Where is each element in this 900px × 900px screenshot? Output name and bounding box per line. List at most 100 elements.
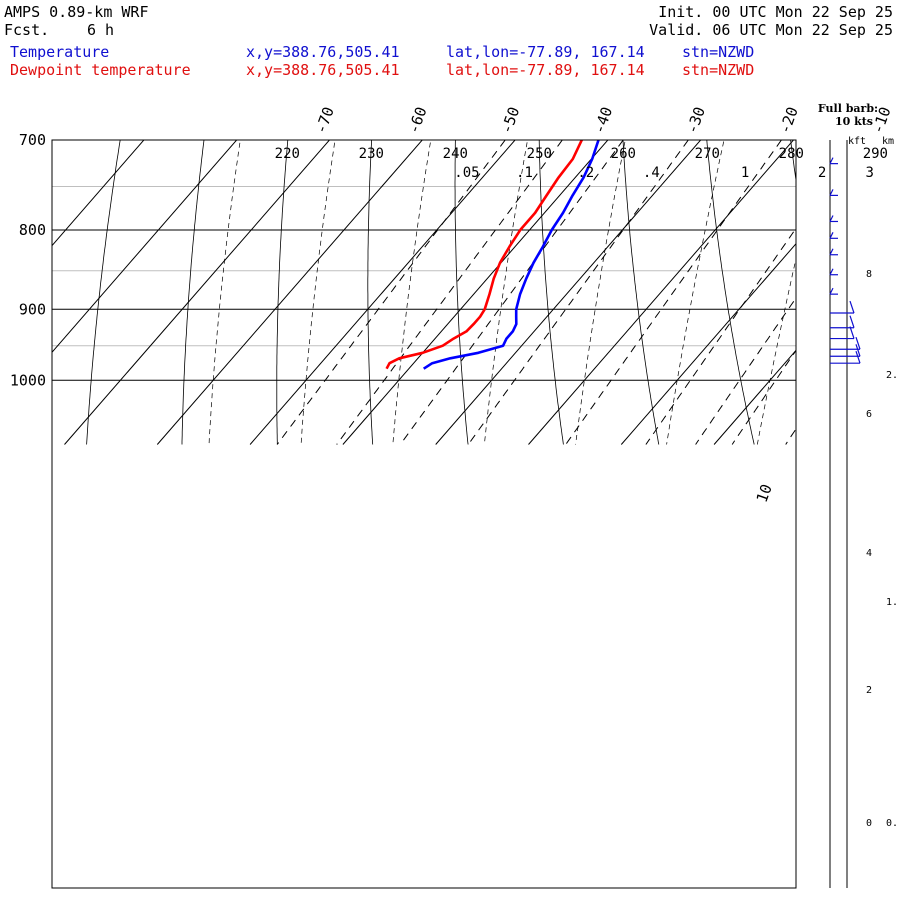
minor-pressure-lines (52, 185, 796, 347)
dry-adiabat-label: 260 (611, 146, 636, 162)
pressure-label: 900 (19, 300, 46, 318)
pressure-label: 800 (19, 221, 46, 239)
mixing-ratio-line (399, 140, 624, 445)
mixing-ratio-line (467, 140, 689, 445)
mixing-ratio-label: .1 (516, 165, 533, 181)
wind-barb-flag (829, 287, 834, 295)
mixing-ratio-line (785, 428, 796, 445)
wind-barb (829, 248, 838, 256)
temperature-tick-label: -70 (312, 104, 338, 136)
wind-barb (829, 268, 838, 276)
wind-barb-flag (855, 344, 861, 357)
wind-barb (829, 189, 838, 196)
dry-adiabat-line (367, 140, 374, 445)
wind-barb (829, 215, 838, 223)
mixing-ratio-label: 2 (818, 165, 826, 181)
dry-adiabat-line (276, 140, 289, 445)
temperature-tick-label: -40 (590, 104, 616, 136)
dry-adiabat-label: 290 (863, 146, 888, 162)
kft-label: 0 (866, 818, 872, 829)
dry-adiabat-line (86, 140, 121, 445)
moist-adiabat-line (575, 140, 626, 445)
barb-legend-title: Full barb: (818, 102, 878, 115)
dry-adiabat-label: 230 (359, 146, 384, 162)
kft-label: 8 (866, 269, 872, 280)
dry-adiabat-line (790, 140, 796, 183)
temperature-tick-label: -20 (776, 104, 802, 136)
wind-barb-flag (849, 326, 855, 339)
isotherm-line (528, 140, 795, 445)
temperature-tick-label: -50 (497, 104, 523, 136)
km-unit-label: km (882, 136, 894, 147)
dry-adiabat-line (454, 140, 469, 445)
temperature-tick-label: -60 (404, 104, 430, 136)
isotherm-line (249, 140, 516, 445)
wind-barb-flag (829, 189, 834, 196)
moist-adiabat-line (208, 140, 241, 445)
plot-frame (51, 139, 797, 889)
wind-barb (830, 315, 855, 329)
isotherm-line (713, 349, 796, 445)
dry-adiabat-lines (86, 36, 900, 445)
temperature-tick-label: 10 (753, 482, 776, 505)
dewpoint-legend-station: stn=NZWD (682, 61, 755, 79)
barb-legend-speed: 10 kts (835, 115, 873, 128)
mixing-ratio-line (645, 227, 796, 445)
wind-barb (830, 344, 861, 357)
dry-adiabat-line (706, 140, 755, 445)
kft-label: 2 (866, 685, 872, 696)
dry-adiabat-line (860, 36, 900, 444)
temperature-legend-latlon: lat,lon=-77.89, 167.14 (446, 43, 645, 61)
major-pressure-lines (52, 139, 796, 381)
mixing-ratio-lines (276, 140, 796, 445)
isotherm-line (620, 242, 796, 445)
mixing-ratio-label: .2 (577, 165, 594, 181)
wind-barb (829, 287, 838, 295)
kft-label: 6 (866, 409, 872, 420)
sounding-series (385, 140, 600, 370)
wind-barb-flag (829, 157, 834, 164)
moist-adiabat-line (484, 140, 528, 445)
temperature-legend-label: Temperature (10, 43, 110, 61)
wind-barb (829, 157, 838, 165)
wind-barb-flag (829, 248, 834, 256)
valid-time: Valid. 06 UTC Mon 22 Sep 25 (649, 21, 893, 39)
moist-adiabat-line (666, 140, 725, 445)
wind-barb-flag (829, 268, 834, 276)
isotherm-line (342, 140, 609, 445)
moist-adiabat-line (392, 140, 432, 445)
dewpoint-legend-latlon: lat,lon=-77.89, 167.14 (446, 61, 645, 79)
isotherm-line (156, 140, 423, 445)
mixing-ratio-label: 1 (741, 165, 749, 181)
mixing-ratio-line (276, 140, 506, 445)
isotherm-line (52, 140, 145, 247)
moist-adiabat-line (848, 36, 900, 444)
wind-barb-flag (829, 215, 834, 222)
dry-adiabat-line (538, 140, 564, 445)
wind-barb-flag (855, 351, 861, 364)
wind-barb-flag (849, 315, 855, 328)
wind-barb-flag (849, 300, 855, 314)
wind-barb (830, 351, 861, 364)
pressure-label: 1000 (10, 371, 46, 389)
model-title: AMPS 0.89-km WRF (4, 3, 149, 21)
dry-adiabat-label: 270 (695, 146, 720, 162)
temperature-tick-label: -30 (683, 104, 709, 136)
wind-barb-panel: Full barb: 10 kts kft km 8 6 4 2 0 2. 1.… (818, 102, 898, 888)
km-label: 2. (886, 370, 898, 381)
dry-adiabat-label: 250 (527, 146, 552, 162)
moist-adiabat-lines (208, 36, 900, 445)
isotherm-line (64, 140, 331, 445)
temperature-legend-station: stn=NZWD (682, 43, 755, 61)
temperature-legend-xy: x,y=388.76,505.41 (246, 43, 400, 61)
wind-barb (830, 326, 855, 340)
wind-barb (829, 232, 838, 239)
init-time: Init. 00 UTC Mon 22 Sep 25 (658, 3, 893, 21)
dewpoint-legend-xy: x,y=388.76,505.41 (246, 61, 400, 79)
kft-label: 4 (866, 548, 872, 559)
mixing-ratio-line (695, 297, 796, 445)
kft-unit-label: kft (848, 136, 866, 147)
moist-adiabat-line (756, 257, 796, 445)
wind-barb (830, 300, 855, 314)
